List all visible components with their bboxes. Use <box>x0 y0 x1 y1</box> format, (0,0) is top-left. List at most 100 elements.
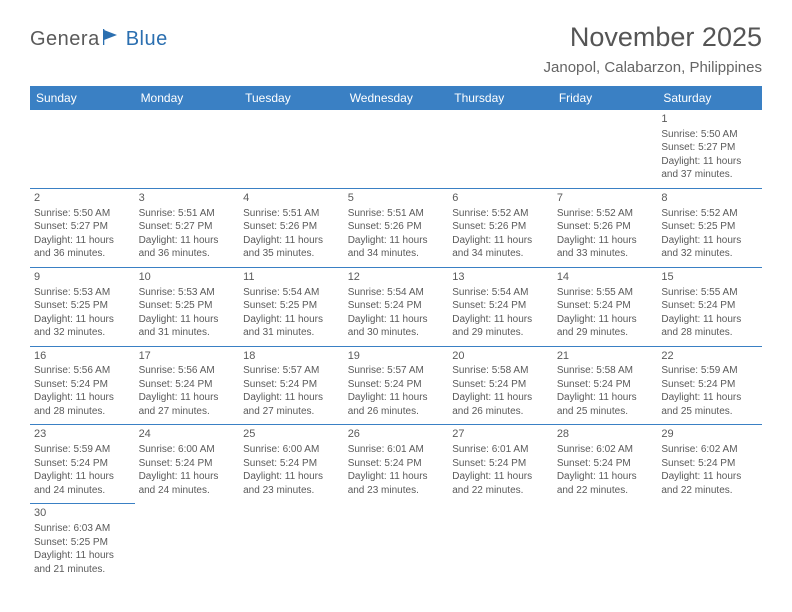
sunrise-line: Sunrise: 5:53 AM <box>34 286 131 300</box>
calendar-cell: 15Sunrise: 5:55 AMSunset: 5:24 PMDayligh… <box>657 267 762 346</box>
day-number: 1 <box>661 112 758 127</box>
calendar-cell: 28Sunrise: 6:02 AMSunset: 5:24 PMDayligh… <box>553 425 658 504</box>
calendar-cell: 27Sunrise: 6:01 AMSunset: 5:24 PMDayligh… <box>448 425 553 504</box>
daylight-line: Daylight: 11 hours and 35 minutes. <box>243 234 340 261</box>
day-number: 21 <box>557 349 654 364</box>
day-number: 25 <box>243 427 340 442</box>
day-number: 2 <box>34 191 131 206</box>
day-number: 14 <box>557 270 654 285</box>
sunset-line: Sunset: 5:24 PM <box>452 299 549 313</box>
sunrise-line: Sunrise: 5:52 AM <box>661 207 758 221</box>
sunset-line: Sunset: 5:25 PM <box>661 220 758 234</box>
calendar-cell: 22Sunrise: 5:59 AMSunset: 5:24 PMDayligh… <box>657 346 762 425</box>
sunset-line: Sunset: 5:24 PM <box>139 378 236 392</box>
sunset-line: Sunset: 5:25 PM <box>243 299 340 313</box>
sunrise-line: Sunrise: 5:50 AM <box>661 128 758 142</box>
sunrise-line: Sunrise: 5:59 AM <box>661 364 758 378</box>
day-number: 22 <box>661 349 758 364</box>
day-number: 10 <box>139 270 236 285</box>
calendar-cell: 6Sunrise: 5:52 AMSunset: 5:26 PMDaylight… <box>448 188 553 267</box>
sunrise-line: Sunrise: 5:55 AM <box>557 286 654 300</box>
calendar-cell: 14Sunrise: 5:55 AMSunset: 5:24 PMDayligh… <box>553 267 658 346</box>
calendar-cell <box>553 504 658 582</box>
calendar-cell: 1Sunrise: 5:50 AMSunset: 5:27 PMDaylight… <box>657 110 762 188</box>
daylight-line: Daylight: 11 hours and 24 minutes. <box>139 470 236 497</box>
daylight-line: Daylight: 11 hours and 31 minutes. <box>139 313 236 340</box>
day-number: 28 <box>557 427 654 442</box>
sunrise-line: Sunrise: 5:59 AM <box>34 443 131 457</box>
sunrise-line: Sunrise: 5:58 AM <box>452 364 549 378</box>
calendar-cell: 8Sunrise: 5:52 AMSunset: 5:25 PMDaylight… <box>657 188 762 267</box>
calendar-row: 23Sunrise: 5:59 AMSunset: 5:24 PMDayligh… <box>30 425 762 504</box>
calendar-cell: 3Sunrise: 5:51 AMSunset: 5:27 PMDaylight… <box>135 188 240 267</box>
calendar: Sunday Monday Tuesday Wednesday Thursday… <box>30 86 762 582</box>
daylight-line: Daylight: 11 hours and 27 minutes. <box>139 391 236 418</box>
calendar-cell <box>344 504 449 582</box>
sunrise-line: Sunrise: 5:55 AM <box>661 286 758 300</box>
daylight-line: Daylight: 11 hours and 22 minutes. <box>557 470 654 497</box>
sunrise-line: Sunrise: 5:57 AM <box>348 364 445 378</box>
calendar-cell: 23Sunrise: 5:59 AMSunset: 5:24 PMDayligh… <box>30 425 135 504</box>
day-number: 6 <box>452 191 549 206</box>
col-thursday: Thursday <box>448 86 553 110</box>
sunset-line: Sunset: 5:24 PM <box>348 299 445 313</box>
daylight-line: Daylight: 11 hours and 27 minutes. <box>243 391 340 418</box>
daylight-line: Daylight: 11 hours and 29 minutes. <box>557 313 654 340</box>
sunrise-line: Sunrise: 6:00 AM <box>139 443 236 457</box>
sunrise-line: Sunrise: 5:52 AM <box>557 207 654 221</box>
day-number: 17 <box>139 349 236 364</box>
daylight-line: Daylight: 11 hours and 32 minutes. <box>34 313 131 340</box>
calendar-cell <box>344 110 449 188</box>
calendar-cell <box>448 504 553 582</box>
day-number: 24 <box>139 427 236 442</box>
calendar-cell: 7Sunrise: 5:52 AMSunset: 5:26 PMDaylight… <box>553 188 658 267</box>
day-number: 11 <box>243 270 340 285</box>
sunset-line: Sunset: 5:24 PM <box>661 457 758 471</box>
sunset-line: Sunset: 5:24 PM <box>557 378 654 392</box>
sunrise-line: Sunrise: 5:54 AM <box>243 286 340 300</box>
sunset-line: Sunset: 5:25 PM <box>34 299 131 313</box>
calendar-cell: 2Sunrise: 5:50 AMSunset: 5:27 PMDaylight… <box>30 188 135 267</box>
day-number: 9 <box>34 270 131 285</box>
day-number: 8 <box>661 191 758 206</box>
calendar-cell: 13Sunrise: 5:54 AMSunset: 5:24 PMDayligh… <box>448 267 553 346</box>
sunset-line: Sunset: 5:27 PM <box>139 220 236 234</box>
sunrise-line: Sunrise: 6:01 AM <box>452 443 549 457</box>
sunset-line: Sunset: 5:24 PM <box>557 299 654 313</box>
daylight-line: Daylight: 11 hours and 26 minutes. <box>452 391 549 418</box>
daylight-line: Daylight: 11 hours and 33 minutes. <box>557 234 654 261</box>
calendar-cell <box>239 504 344 582</box>
day-number: 30 <box>34 506 131 521</box>
calendar-body: 1Sunrise: 5:50 AM Sunset: 5:27 PM Daylight… <box>30 110 762 582</box>
day-number: 15 <box>661 270 758 285</box>
sunrise-line: Sunrise: 5:54 AM <box>452 286 549 300</box>
day-number: 13 <box>452 270 549 285</box>
daylight-line: Daylight: 11 hours and 28 minutes. <box>661 313 758 340</box>
sunset-line: Sunset: 5:24 PM <box>452 378 549 392</box>
daylight-line: Daylight: 11 hours and 31 minutes. <box>243 313 340 340</box>
sunset-line: Sunset: 5:26 PM <box>243 220 340 234</box>
sunrise-line: Sunrise: 5:51 AM <box>348 207 445 221</box>
calendar-cell <box>553 110 658 188</box>
calendar-cell: 19Sunrise: 5:57 AMSunset: 5:24 PMDayligh… <box>344 346 449 425</box>
calendar-cell: 16Sunrise: 5:56 AMSunset: 5:24 PMDayligh… <box>30 346 135 425</box>
daylight-line: Daylight: 11 hours and 34 minutes. <box>348 234 445 261</box>
calendar-row: 9Sunrise: 5:53 AMSunset: 5:25 PMDaylight… <box>30 267 762 346</box>
daylight-line: Daylight: 11 hours and 30 minutes. <box>348 313 445 340</box>
calendar-cell: 26Sunrise: 6:01 AMSunset: 5:24 PMDayligh… <box>344 425 449 504</box>
sunset-line: Sunset: 5:24 PM <box>243 378 340 392</box>
day-number: 3 <box>139 191 236 206</box>
title-block: November 2025 Janopol, Calabarzon, Phili… <box>544 22 762 76</box>
sunset-line: Sunset: 5:24 PM <box>661 299 758 313</box>
sunrise-line: Sunrise: 5:56 AM <box>139 364 236 378</box>
calendar-cell: 11Sunrise: 5:54 AMSunset: 5:25 PMDayligh… <box>239 267 344 346</box>
sunset-line: Sunset: 5:25 PM <box>34 536 131 550</box>
day-number: 16 <box>34 349 131 364</box>
daylight-line: Daylight: 11 hours and 25 minutes. <box>661 391 758 418</box>
sunrise-line: Sunrise: 5:58 AM <box>557 364 654 378</box>
sunset-line: Sunset: 5:26 PM <box>452 220 549 234</box>
calendar-cell: 12Sunrise: 5:54 AMSunset: 5:24 PMDayligh… <box>344 267 449 346</box>
sunset-line: Sunset: 5:24 PM <box>34 378 131 392</box>
day-number: 19 <box>348 349 445 364</box>
sunrise-line: Sunrise: 6:00 AM <box>243 443 340 457</box>
